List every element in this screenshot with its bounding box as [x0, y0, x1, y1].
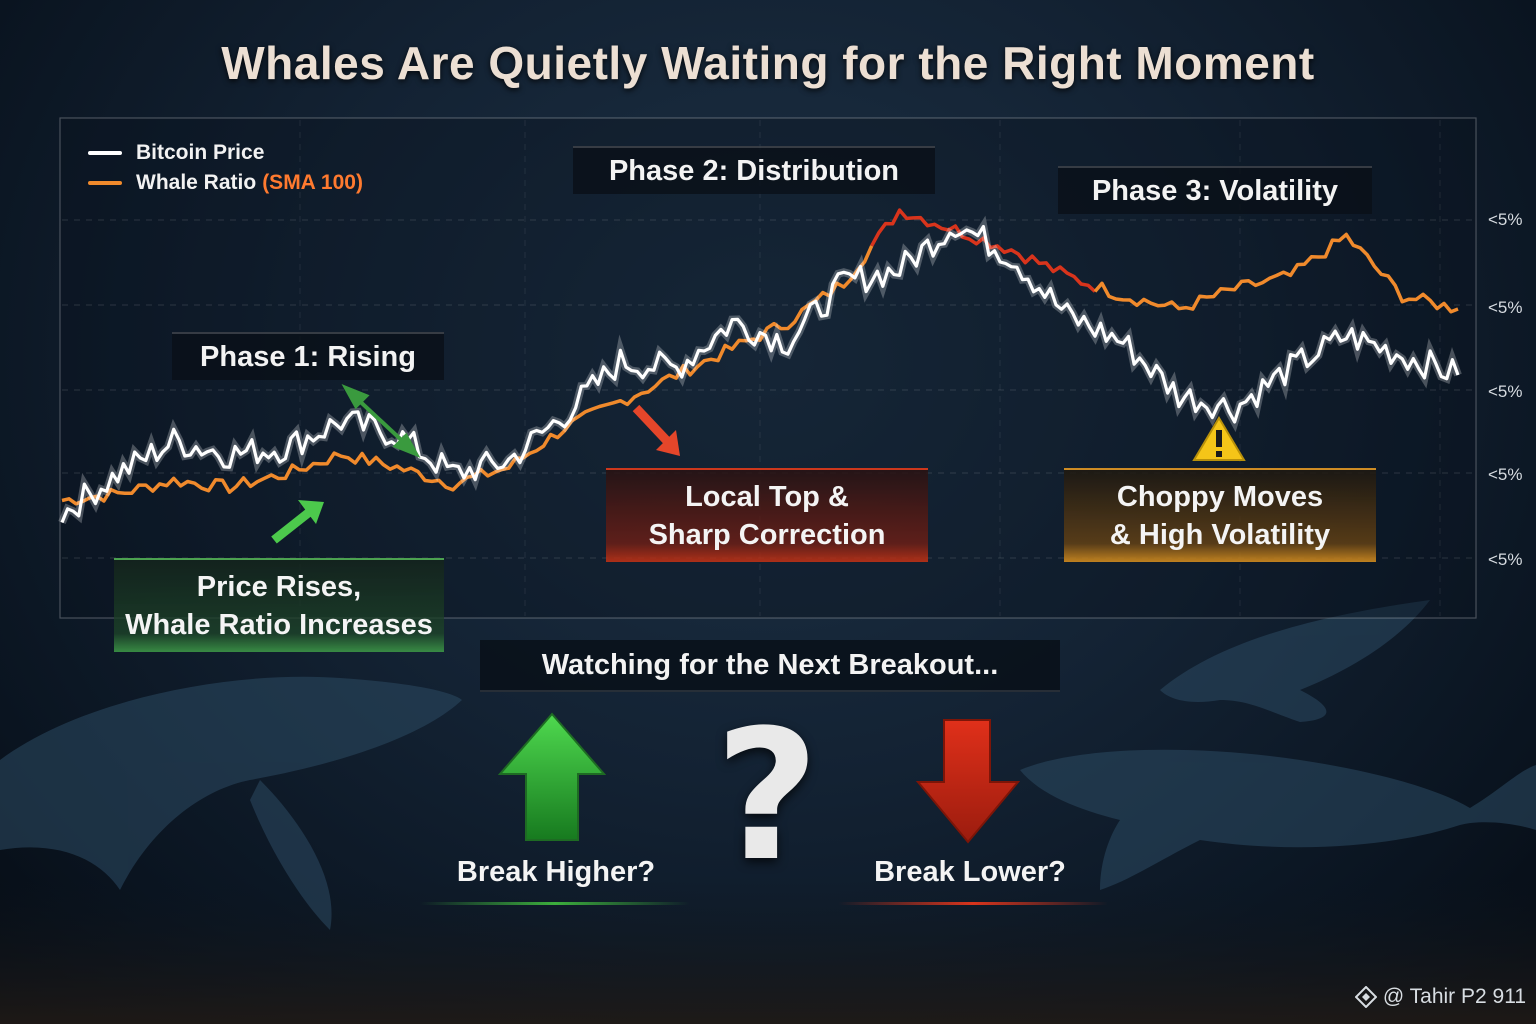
green-arrow-icon — [271, 500, 324, 544]
seabed — [0, 880, 1536, 1024]
phase-1-note: Price Rises, Whale Ratio Increases — [114, 558, 444, 652]
phase-3-label: Phase 3: Volatility — [1058, 166, 1372, 214]
break-higher-underline — [420, 902, 690, 905]
phase-2-note-line1: Local Top & — [685, 481, 849, 513]
legend-swatch-ratio — [88, 181, 122, 185]
y-tick-label: <5% — [1488, 465, 1523, 484]
arrow-down-icon — [915, 719, 1021, 844]
y-tick-label: <5% — [1488, 210, 1523, 229]
legend-item-price: Bitcoin Price — [88, 138, 363, 168]
red-arrow-icon — [632, 404, 680, 456]
breakout-heading: Watching for the Next Breakout... — [480, 640, 1060, 692]
whale-left-illustration — [0, 676, 462, 930]
diamond-logo-icon — [1354, 986, 1377, 1008]
whale-ratio-series — [61, 208, 1459, 506]
phase-2-label: Phase 2: Distribution — [573, 146, 935, 194]
y-tick-label: <5% — [1488, 298, 1523, 317]
phase-2-note: Local Top & Sharp Correction — [606, 468, 928, 562]
break-lower-underline — [838, 902, 1108, 905]
phase-3-note-line1: Choppy Moves — [1116, 481, 1324, 513]
phase-3-note-line2: & High Volatility — [1109, 519, 1331, 551]
legend-item-ratio: Whale Ratio (SMA 100) — [88, 168, 363, 198]
legend-swatch-price — [88, 151, 122, 155]
legend-label-ratio-sub: (SMA 100) — [262, 171, 363, 194]
break-higher-label: Break Higher? — [456, 856, 656, 888]
page-title: Whales Are Quietly Waiting for the Right… — [221, 37, 1315, 89]
phase-1-note-line2: Whale Ratio Increases — [125, 609, 433, 641]
y-tick-label: <5% — [1488, 382, 1523, 401]
author-credit-text: @ Tahir P2 911 — [1382, 985, 1526, 1008]
y-tick-label: <5% — [1488, 550, 1523, 569]
legend-label-ratio: Whale Ratio — [136, 171, 257, 194]
author-credit: @ Tahir P2 911 — [1354, 985, 1526, 1009]
whale-right-illustration — [1020, 600, 1536, 890]
whale-ratio-line-segment — [870, 208, 1097, 293]
phase-3-note: Choppy Moves & High Volatility — [1064, 468, 1376, 562]
warning-icon — [1192, 416, 1246, 461]
break-lower-label: Break Lower? — [874, 856, 1066, 888]
whale-ratio-line-segment — [61, 245, 874, 506]
bitcoin-price-line — [60, 224, 1460, 524]
arrow-up-icon — [497, 712, 607, 841]
phase-1-label: Phase 1: Rising — [172, 332, 444, 380]
phase-1-note-line1: Price Rises, — [196, 571, 362, 603]
chart-legend: Bitcoin Price Whale Ratio (SMA 100) — [88, 138, 363, 198]
whale-ratio-line-segment — [1093, 232, 1459, 314]
phase-2-note-line2: Sharp Correction — [648, 519, 886, 551]
bitcoin-price-series — [58, 215, 1462, 525]
legend-label-price: Bitcoin Price — [136, 141, 265, 164]
question-mark-icon: ? — [714, 692, 820, 901]
double-arrow-icon — [341, 384, 421, 458]
